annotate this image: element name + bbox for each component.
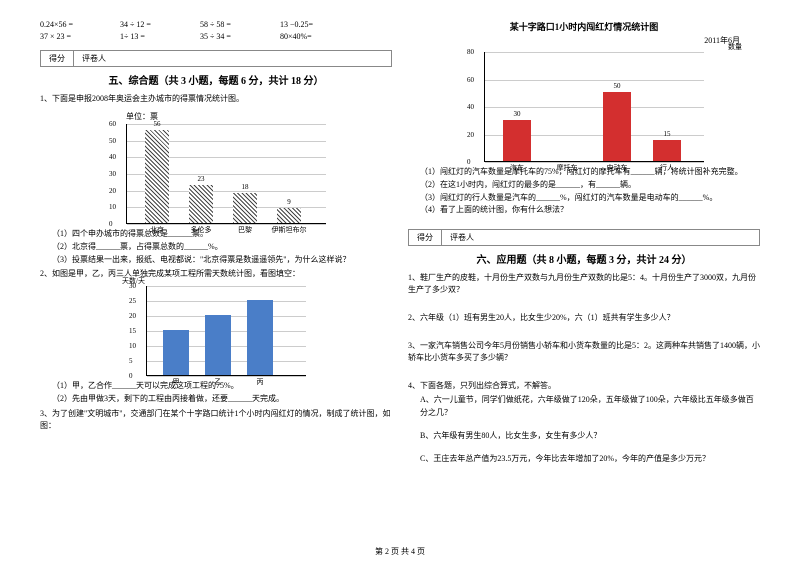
q2-sub1: （1）甲，乙合作______天可以完成这项工程的75%。 <box>52 380 392 393</box>
page-footer: 第 2 页 共 4 页 <box>0 546 800 557</box>
q1: 1、下面是申报2008年奥运会主办城市的得票情况统计图。 <box>40 93 392 105</box>
q1-sub1: （1）四个申办城市的得票总数是______票。 <box>52 228 392 241</box>
q1-sub3: （3）投票结果一出来，报纸、电视都说："北京得票是数遥遥领先"，为什么这样说？ <box>52 254 392 267</box>
chart1: 单位：票 010203040506056北京23多伦多18巴黎9伊斯坦布尔 <box>96 111 336 224</box>
score-box-2: 得分评卷人 <box>408 229 760 246</box>
s6-q3: 3、一家汽车销售公司今年5月份销售小轿车和小货车数量的比是5：2。这两种车共销售… <box>408 340 760 364</box>
s6-q4b: B、六年级有男生80人，比女生多，女生有多少人？ <box>420 430 760 443</box>
q3-sub2: （2）在这1小时内，闯红灯的最多的是______，有______辆。 <box>420 179 760 192</box>
chart3-subtitle: 2011年6月 <box>408 35 760 46</box>
chart2: 天数/天 051015202530甲乙丙 <box>116 286 316 376</box>
math-row-2: 37 × 23 =1÷ 13 =35 ÷ 34 =80×40%= <box>40 32 392 41</box>
s6-q4a: A、六一儿童节，同学们做纸花，六年级做了120朵，五年级做了100朵，六年级比五… <box>420 394 760 420</box>
s6-q1: 1、鞋厂生产的皮鞋，十月份生产双数与九月份生产双数的比是5：4。十月份生产了30… <box>408 272 760 296</box>
q2-sub2: （2）先由甲做3天，剩下的工程由丙接着做，还要______天完成。 <box>52 393 392 406</box>
s6-q4c: C、王庄去年总产值为23.5万元，今年比去年增加了20%，今年的产值是多少万元？ <box>420 453 760 466</box>
chart3-title: 某十字路口1小时内闯红灯情况统计图 <box>408 20 760 33</box>
section6-title: 六、应用题（共 8 小题，每题 3 分，共计 24 分） <box>408 251 760 266</box>
q3: 3、为了创建"文明城市"，交通部门在某个十字路口统计1个小时内闯红灯的情况，制成… <box>40 408 392 432</box>
q3-sub1: （1）闯红灯的汽车数量是摩托车的75%，闯红灯的摩托车有______辆，将统计图… <box>420 166 760 179</box>
score-box: 得分评卷人 <box>40 50 392 67</box>
math-row-1: 0.24×56 =34 ÷ 12 =58 ÷ 58 =13 −0.25= <box>40 20 392 29</box>
q2: 2、如图是甲，乙，丙三人单独完成某项工程所需天数统计图，看图填空： <box>40 268 392 280</box>
s6-q4: 4、下面各题，只列出综合算式，不解答。 <box>408 380 760 392</box>
q3-sub4: （4）看了上面的统计图，你有什么想法？ <box>420 204 760 217</box>
q1-sub2: （2）北京得______票，占得票总数的______%。 <box>52 241 392 254</box>
s6-q2: 2、六年级（1）班有男生20人，比女生少20%，六（1）班共有学生多少人？ <box>408 312 760 324</box>
q3-sub3: （3）闯红灯的行人数量是汽车的______%，闯红灯的汽车数量是电动车的____… <box>420 192 760 205</box>
chart3: 数量 02040608030汽车摩托车50电动车15行人 <box>454 52 714 162</box>
section5-title: 五、综合题（共 3 小题，每题 6 分，共计 18 分） <box>40 72 392 87</box>
